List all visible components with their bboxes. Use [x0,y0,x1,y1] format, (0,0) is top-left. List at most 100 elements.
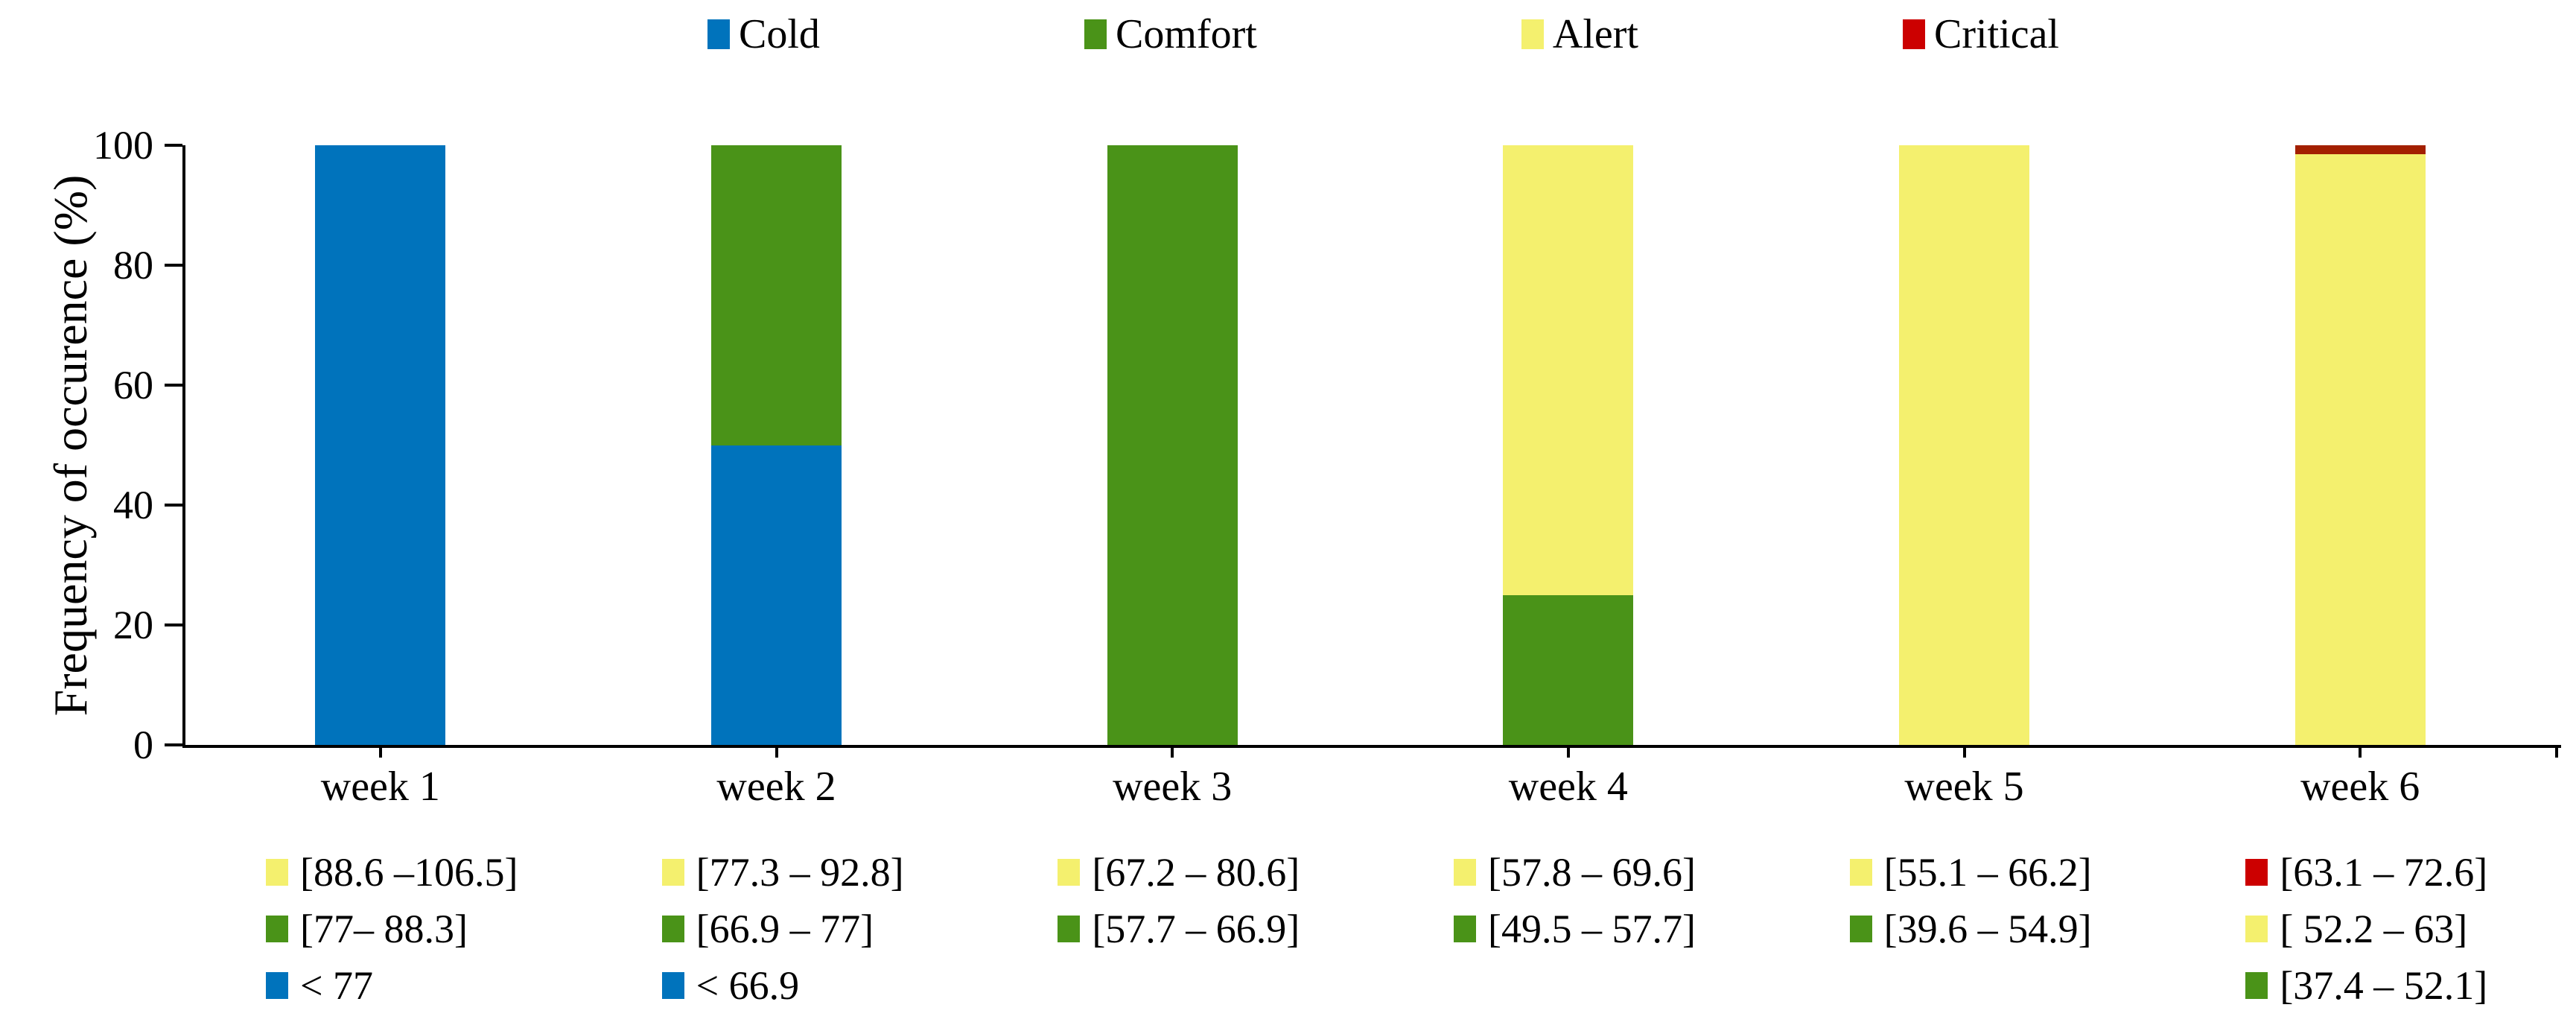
range-label: [66.9 – 77] [696,907,874,951]
range-label: [88.6 –106.5] [300,850,518,895]
legend-item-critical: Critical [1903,13,2059,55]
bar-segment-alert [2294,154,2426,745]
range-legend-week-1: [88.6 –106.5] [77– 88.3] < 77 [266,848,518,1010]
alert-swatch-icon [1521,19,1544,49]
range-row-comfort: [37.4 – 52.1] [2245,961,2487,1010]
x-category-label: week 4 [1508,764,1628,810]
x-category-label: week 6 [2300,764,2420,810]
bar-segment-comfort [711,145,842,445]
range-label: [63.1 – 72.6] [2280,850,2488,895]
y-tick-label: 0 [133,723,153,767]
range-legend-week-2: [77.3 – 92.8] [66.9 – 77] < 66.9 [661,848,904,1010]
cold-swatch-icon [707,19,730,49]
bar-segment-alert [1899,145,2029,745]
bar-segment-comfort [1503,594,1634,745]
range-legend-week-4: [57.8 – 69.6] [49.5 – 57.7] [1454,848,1696,954]
alert-swatch-icon [661,859,684,886]
y-tick-mark [165,384,182,387]
comfort-swatch-icon [1454,916,1476,942]
range-row-alert: [67.2 – 80.6] [1058,848,1300,897]
x-category-label: week 5 [1904,764,2024,810]
range-legend-week-3: [67.2 – 80.6] [57.7 – 66.9] [1058,848,1300,954]
alert-swatch-icon [1454,859,1476,886]
range-row-cold: < 66.9 [661,961,904,1010]
range-label: [55.1 – 66.2] [1883,850,2092,895]
y-tick-label: 20 [113,603,153,647]
range-label: [77– 88.3] [300,907,468,951]
comfort-swatch-icon [2245,972,2268,999]
range-row-critical: [63.1 – 72.6] [2245,848,2487,897]
plot-area [182,145,2561,748]
x-tick-mark [2359,746,2362,758]
cold-swatch-icon [661,972,684,999]
comfort-swatch-icon [1058,916,1081,942]
bar-segment-cold [711,445,842,745]
range-label: [ 52.2 – 63] [2280,907,2468,951]
alert-swatch-icon [1058,859,1081,886]
range-legend-week-6: [63.1 – 72.6] [ 52.2 – 63] [37.4 – 52.1] [2245,848,2487,1010]
y-tick-mark [165,743,182,746]
comfort-swatch-icon [1849,916,1872,942]
x-category-label: week 1 [320,764,440,810]
comfort-swatch-icon [1084,19,1107,49]
range-row-alert: [77.3 – 92.8] [661,848,904,897]
range-row-alert: [88.6 –106.5] [266,848,518,897]
range-label: [57.7 – 66.9] [1092,907,1300,951]
legend-label: Comfort [1116,11,1257,57]
alert-swatch-icon [1849,859,1872,886]
bar-week-3 [1107,145,1238,745]
bar-segment-cold [315,145,446,745]
x-tick-mark [1962,746,1966,758]
bar-segment-comfort [1107,145,1238,745]
alert-swatch-icon [2245,916,2268,942]
x-tick-mark-end [2555,746,2558,758]
critical-swatch-icon [1903,19,1926,49]
range-row-comfort: [57.7 – 66.9] [1058,904,1300,954]
bar-week-5 [1899,145,2029,745]
range-row-cold: < 77 [266,961,518,1010]
y-tick-mark [165,504,182,507]
range-row-comfort: [66.9 – 77] [661,904,904,954]
legend-item-cold: Cold [707,13,820,55]
top-legend: Cold Comfort Alert Critical [707,10,2059,58]
y-tick-label: 100 [93,123,153,168]
range-label: [57.8 – 69.6] [1488,850,1696,895]
legend-label: Critical [1934,11,2059,57]
range-label: < 66.9 [696,963,800,1008]
range-legend-week-5: [55.1 – 66.2] [39.6 – 54.9] [1849,848,2092,954]
legend-label: Cold [739,11,820,57]
legend-item-comfort: Comfort [1084,13,1257,55]
range-row-comfort: [49.5 – 57.7] [1454,904,1696,954]
range-row-comfort: [77– 88.3] [266,904,518,954]
alert-swatch-icon [266,859,288,886]
x-category-label: week 2 [716,764,836,810]
comfort-swatch-icon [266,916,288,942]
legend-item-alert: Alert [1521,13,1638,55]
y-tick-label: 40 [113,483,153,527]
range-label: < 77 [300,963,373,1008]
x-tick-mark [378,746,382,758]
range-row-alert: [57.8 – 69.6] [1454,848,1696,897]
bar-segment-critical [2294,145,2426,155]
y-tick-label: 60 [113,363,153,407]
bar-week-1 [315,145,446,745]
range-row-alert: [55.1 – 66.2] [1849,848,2092,897]
x-tick-mark [1171,746,1174,758]
range-label: [49.5 – 57.7] [1488,907,1696,951]
x-category-label: week 3 [1113,764,1233,810]
range-row-comfort: [39.6 – 54.9] [1849,904,2092,954]
y-tick-mark [165,144,182,147]
range-label: [77.3 – 92.8] [696,850,904,895]
x-tick-mark [1566,746,1570,758]
y-tick-label: 80 [113,243,153,288]
cold-swatch-icon [266,972,288,999]
y-tick-mark [165,264,182,267]
range-label: [39.6 – 54.9] [1883,907,2092,951]
y-tick-mark [165,624,182,626]
x-tick-mark [775,746,778,758]
range-label: [37.4 – 52.1] [2280,963,2488,1008]
bar-segment-alert [1503,145,1634,595]
bar-week-4 [1503,145,1634,745]
critical-swatch-icon [2245,859,2268,886]
